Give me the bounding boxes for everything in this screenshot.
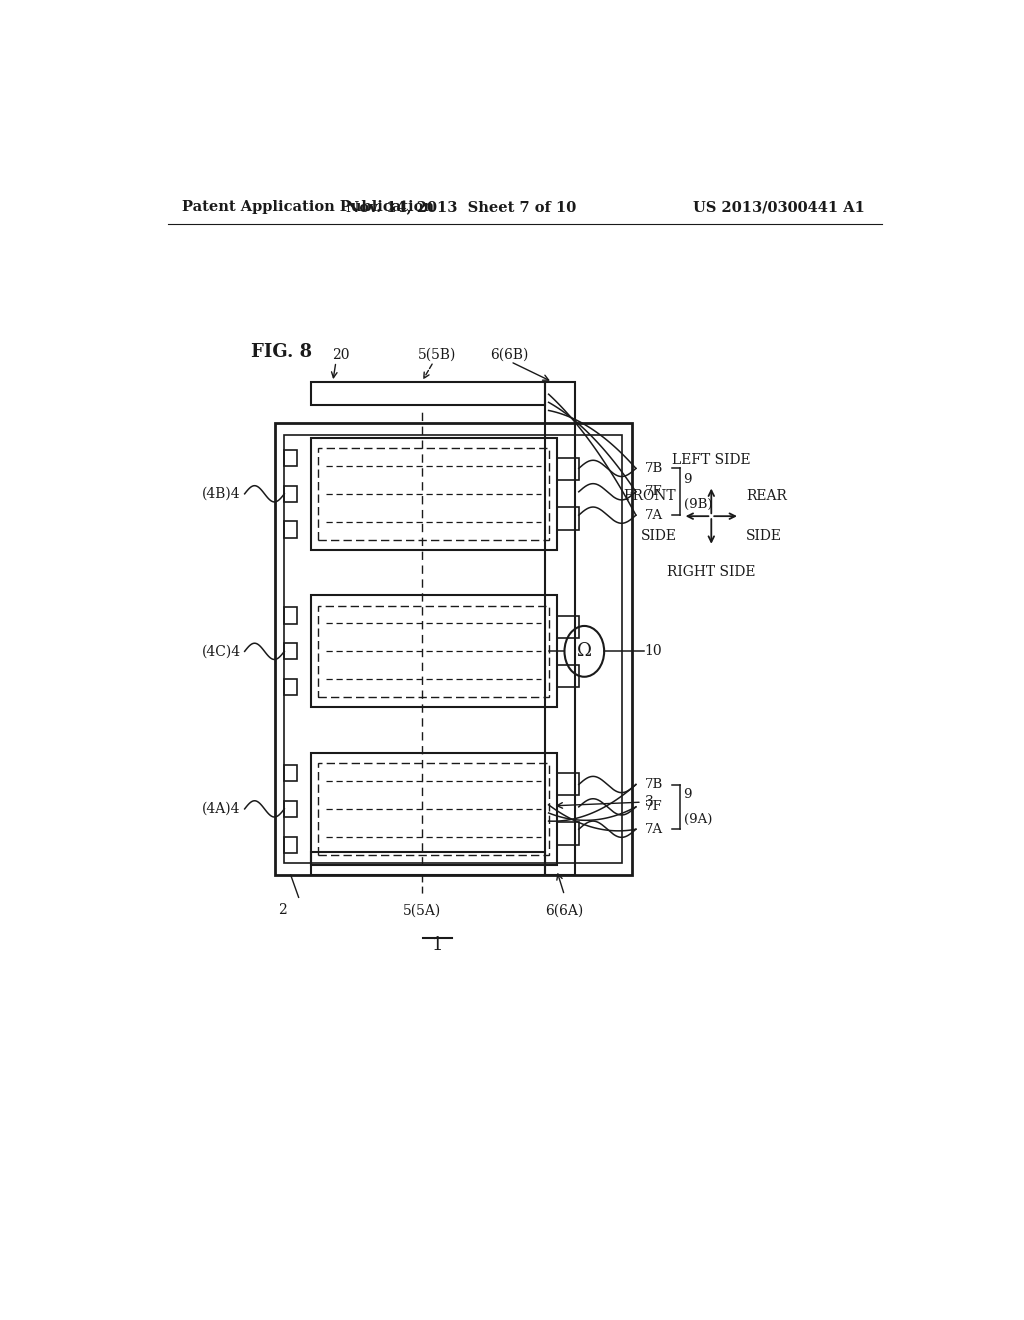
Bar — [545, 381, 574, 875]
Bar — [285, 837, 297, 853]
Text: Nov. 14, 2013  Sheet 7 of 10: Nov. 14, 2013 Sheet 7 of 10 — [346, 201, 577, 214]
Bar — [557, 822, 579, 845]
Bar — [557, 615, 579, 638]
Text: 5(5A): 5(5A) — [402, 903, 440, 917]
Bar — [285, 801, 297, 817]
Bar — [557, 774, 579, 796]
Text: Patent Application Publication: Patent Application Publication — [182, 201, 434, 214]
Text: 20: 20 — [332, 347, 349, 362]
Text: RIGHT SIDE: RIGHT SIDE — [667, 565, 756, 579]
Text: LEFT SIDE: LEFT SIDE — [672, 453, 751, 467]
Bar — [310, 438, 557, 549]
Text: (4C)4: (4C)4 — [202, 644, 241, 659]
Bar — [310, 595, 557, 708]
Bar — [557, 458, 579, 480]
Bar — [310, 851, 545, 875]
Text: US 2013/0300441 A1: US 2013/0300441 A1 — [693, 201, 864, 214]
Bar — [285, 486, 297, 502]
Text: 9: 9 — [684, 788, 692, 801]
Text: SIDE: SIDE — [640, 529, 677, 544]
Text: Ω: Ω — [577, 643, 592, 660]
Text: 6(6B): 6(6B) — [489, 347, 528, 362]
Bar — [285, 643, 297, 660]
Text: FRONT: FRONT — [624, 488, 677, 503]
Text: FIG. 8: FIG. 8 — [251, 342, 312, 360]
Bar — [318, 447, 549, 540]
Bar — [285, 450, 297, 466]
Text: 10: 10 — [645, 644, 663, 659]
Text: 5(5B): 5(5B) — [419, 347, 457, 362]
Text: SIDE: SIDE — [746, 529, 782, 544]
Bar — [285, 434, 623, 863]
Text: (4B)4: (4B)4 — [202, 487, 241, 500]
Text: 1: 1 — [432, 936, 443, 954]
Bar — [557, 665, 579, 688]
Text: 7B: 7B — [645, 777, 663, 791]
Bar — [318, 763, 549, 854]
Bar — [285, 607, 297, 624]
Text: (4A)4: (4A)4 — [202, 801, 241, 816]
Bar — [310, 752, 557, 865]
Text: (9B): (9B) — [684, 498, 712, 511]
Bar — [285, 521, 297, 537]
Bar — [557, 507, 579, 529]
Text: 6(6A): 6(6A) — [546, 903, 584, 917]
Text: REAR: REAR — [746, 488, 787, 503]
Text: 7B: 7B — [645, 462, 663, 475]
Bar — [318, 606, 549, 697]
Text: 7A: 7A — [645, 508, 663, 521]
Text: 7F: 7F — [645, 800, 663, 813]
Bar — [310, 381, 545, 405]
Text: 3: 3 — [557, 795, 653, 809]
Text: 7A: 7A — [645, 822, 663, 836]
Bar — [285, 678, 297, 696]
Bar — [274, 422, 632, 875]
Bar — [285, 766, 297, 781]
Text: 9: 9 — [684, 473, 692, 486]
Text: (9A): (9A) — [684, 813, 712, 825]
Text: 2: 2 — [279, 903, 287, 917]
Text: 7F: 7F — [645, 486, 663, 498]
